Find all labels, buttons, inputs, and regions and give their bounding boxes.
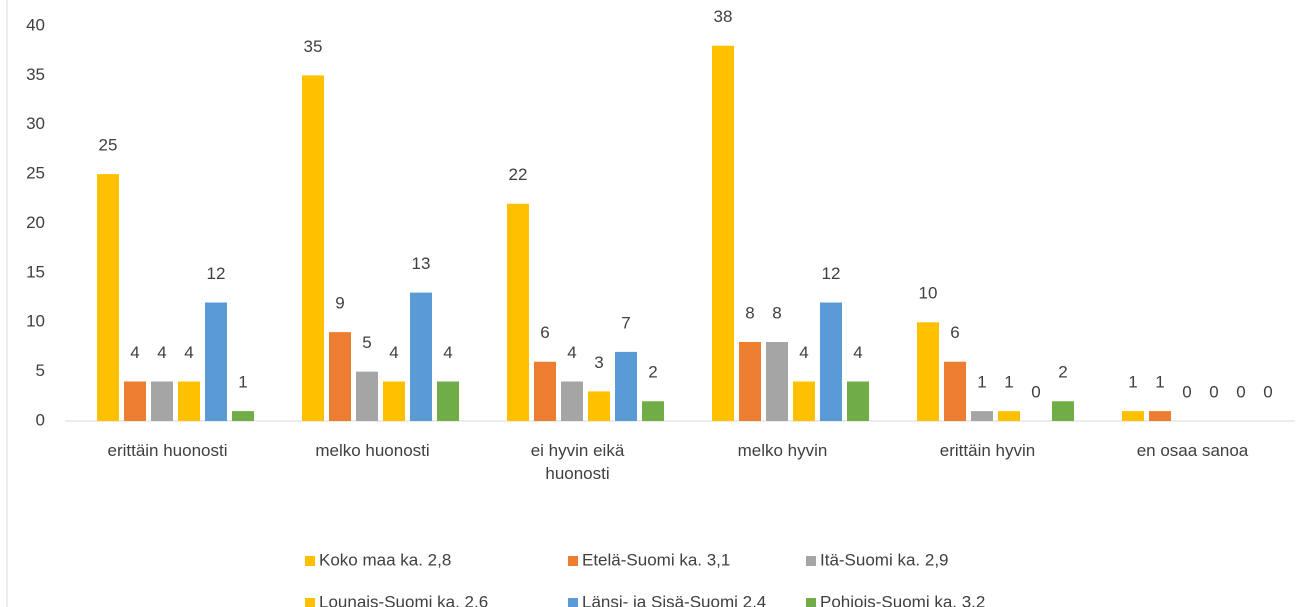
data-label: 4 xyxy=(389,343,398,362)
bar xyxy=(1122,411,1144,421)
data-label: 35 xyxy=(304,37,323,56)
data-label: 10 xyxy=(919,284,938,303)
data-label: 1 xyxy=(1155,373,1164,392)
bar xyxy=(302,75,324,421)
data-label: 0 xyxy=(1182,382,1191,401)
y-tick-label: 5 xyxy=(36,361,45,380)
data-label: 4 xyxy=(443,343,452,362)
data-label: 7 xyxy=(621,313,630,332)
data-label: 6 xyxy=(950,323,959,342)
bar xyxy=(561,381,583,421)
y-tick-label: 30 xyxy=(26,114,45,133)
data-label: 22 xyxy=(509,165,528,184)
legend-label: Etelä-Suomi ka. 3,1 xyxy=(582,550,730,569)
bar xyxy=(739,342,761,421)
bar xyxy=(437,381,459,421)
bar xyxy=(793,381,815,421)
bar xyxy=(410,292,432,421)
data-label: 1 xyxy=(238,373,247,392)
x-tick-label: melko hyvin xyxy=(737,441,828,460)
bar xyxy=(356,371,378,421)
bar xyxy=(971,411,993,421)
legend-label: Lounais-Suomi ka. 2,6 xyxy=(319,592,488,607)
bar xyxy=(97,174,119,421)
x-tick-label: erittäin hyvin xyxy=(939,441,1036,460)
x-tick-label: melko huonosti xyxy=(315,441,430,460)
bar xyxy=(329,332,351,421)
bar xyxy=(766,342,788,421)
legend-swatch xyxy=(305,556,315,566)
y-tick-label: 25 xyxy=(26,164,45,183)
data-label: 4 xyxy=(567,343,576,362)
data-label: 2 xyxy=(648,363,657,382)
data-label: 38 xyxy=(714,7,733,26)
bar xyxy=(507,203,529,421)
data-label: 12 xyxy=(207,264,226,283)
data-label: 8 xyxy=(745,303,754,322)
legend-swatch xyxy=(806,556,816,566)
bar xyxy=(615,351,637,421)
bar xyxy=(383,381,405,421)
bar xyxy=(124,381,146,421)
data-label: 1 xyxy=(977,373,986,392)
legend-swatch xyxy=(568,556,578,566)
data-label: 13 xyxy=(412,254,431,273)
y-tick-label: 20 xyxy=(26,213,45,232)
x-tick-label: erittäin huonosti xyxy=(107,441,228,460)
data-label: 8 xyxy=(772,303,781,322)
data-label: 1 xyxy=(1004,373,1013,392)
data-label: 5 xyxy=(362,333,371,352)
x-tick-label: en osaa sanoa xyxy=(1136,441,1249,460)
data-label: 4 xyxy=(853,343,862,362)
bar xyxy=(588,391,610,421)
bar xyxy=(232,411,254,421)
legend-swatch xyxy=(806,598,816,607)
data-label: 4 xyxy=(184,343,193,362)
data-label: 9 xyxy=(335,294,344,313)
y-tick-label: 15 xyxy=(26,262,45,281)
y-tick-label: 10 xyxy=(26,312,45,331)
data-label: 6 xyxy=(540,323,549,342)
bar xyxy=(534,361,556,421)
legend-swatch xyxy=(305,598,315,607)
data-label: 1 xyxy=(1128,373,1137,392)
data-label: 12 xyxy=(822,264,841,283)
bar xyxy=(1052,401,1074,421)
bar xyxy=(847,381,869,421)
x-tick-label: ei hyvin eikä huonosti xyxy=(530,441,625,483)
y-tick-label: 40 xyxy=(26,15,45,34)
legend-swatch xyxy=(568,598,578,607)
legend-label: Itä-Suomi ka. 2,9 xyxy=(820,550,949,569)
bar xyxy=(642,401,664,421)
bar xyxy=(820,302,842,421)
bar xyxy=(1149,411,1171,421)
bar xyxy=(917,322,939,421)
data-label: 0 xyxy=(1263,382,1272,401)
legend-label: Koko maa ka. 2,8 xyxy=(319,550,451,569)
data-label: 0 xyxy=(1209,382,1218,401)
legend-label: Pohjois-Suomi ka. 3,2 xyxy=(820,592,985,607)
data-label: 3 xyxy=(594,353,603,372)
data-label: 2 xyxy=(1058,363,1067,382)
y-tick-label: 0 xyxy=(36,410,45,429)
data-label: 25 xyxy=(99,136,118,155)
data-label: 4 xyxy=(130,343,139,362)
data-label: 4 xyxy=(799,343,808,362)
y-tick-label: 35 xyxy=(26,65,45,84)
data-label: 0 xyxy=(1236,382,1245,401)
bar xyxy=(178,381,200,421)
bar xyxy=(712,45,734,421)
bar xyxy=(151,381,173,421)
bar xyxy=(944,361,966,421)
legend-label: Länsi- ja Sisä-Suomi 2,4 xyxy=(582,592,766,607)
bar xyxy=(205,302,227,421)
bar xyxy=(998,411,1020,421)
data-label: 4 xyxy=(157,343,166,362)
data-label: 0 xyxy=(1031,382,1040,401)
